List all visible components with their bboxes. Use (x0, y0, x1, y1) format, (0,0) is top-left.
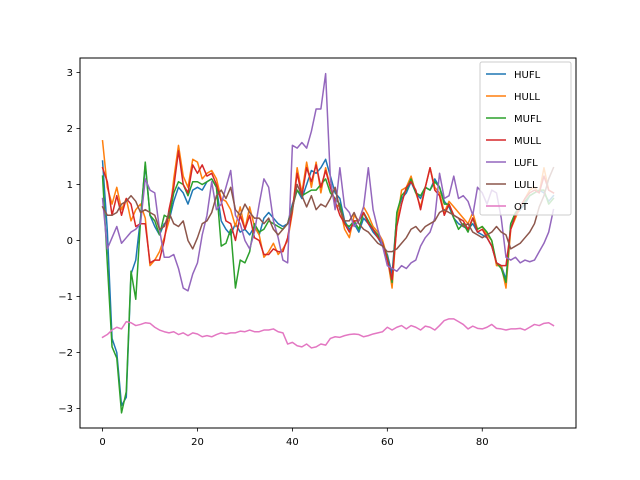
legend-label-hull: HULL (514, 92, 540, 103)
y-tick-label: 0 (67, 236, 73, 247)
y-tick-label: −3 (58, 404, 73, 415)
legend: HUFL HULL MUFL MULL LUFL LULL OT (479, 61, 572, 216)
legend-label-ot: OT (514, 202, 529, 213)
series-line-mull (101, 150, 555, 281)
x-tick-label: 40 (286, 437, 299, 448)
legend-box (479, 61, 572, 216)
x-tick-label: 60 (381, 437, 394, 448)
y-tick-label: 2 (67, 124, 73, 135)
x-tick-label: 0 (99, 437, 105, 448)
series-line-hufl (101, 158, 555, 407)
x-tick-label: 80 (476, 437, 489, 448)
series-line-lull (101, 166, 555, 253)
y-axis: −3 −2 −1 0 1 2 3 (58, 68, 80, 415)
y-tick-label: 3 (67, 68, 73, 79)
x-axis: 0 20 40 60 80 (99, 428, 489, 448)
plot-frame (79, 57, 577, 429)
legend-label-hufl: HUFL (514, 70, 541, 81)
series-line-mufl (101, 161, 555, 414)
legend-label-mull: MULL (514, 136, 542, 147)
series-line-lufl (101, 72, 555, 292)
series-line-ot (101, 318, 555, 349)
legend-label-lufl: LUFL (514, 158, 538, 169)
legend-label-mufl: MUFL (514, 114, 542, 125)
y-tick-label: −2 (58, 348, 73, 359)
legend-label-lull: LULL (514, 180, 538, 191)
series-lines (101, 72, 555, 414)
y-tick-label: 1 (67, 180, 73, 191)
y-tick-label: −1 (58, 292, 73, 303)
x-tick-label: 20 (191, 437, 204, 448)
